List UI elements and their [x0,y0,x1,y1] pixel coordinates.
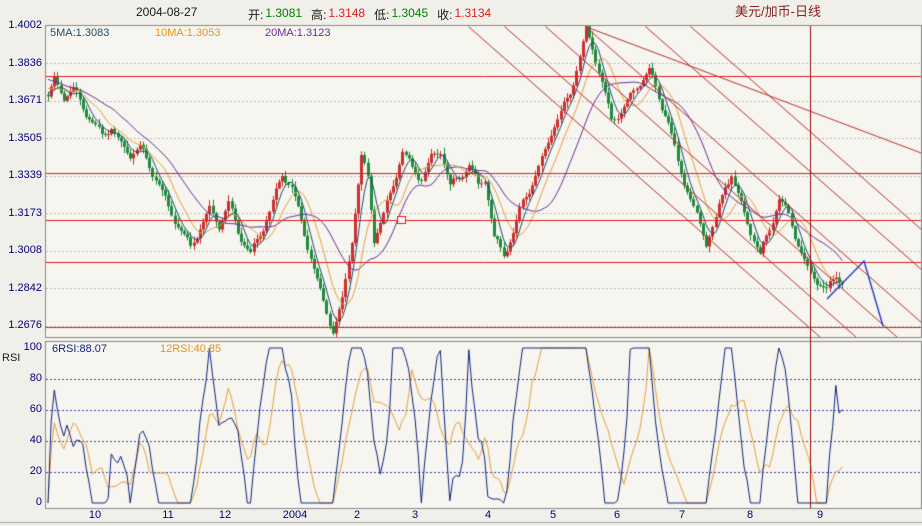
x-tick: 3 [411,509,419,521]
close-label: 收: [437,8,453,22]
x-tick: 11 [162,509,174,521]
high-label: 高: [311,8,327,22]
high-readout: 高: 1.3148 [311,6,365,23]
open-readout: 开: 1.3081 [248,6,302,23]
price-tick: 1.3671 [8,94,42,106]
high-value: 1.3148 [328,6,366,20]
low-readout: 低: 1.3045 [374,6,428,23]
ma5-label: 5MA:1.3083 [50,27,110,39]
price-tick: 1.3836 [8,57,42,69]
open-value: 1.3081 [265,6,303,20]
x-tick: 2004 [282,509,308,521]
open-label: 开: [248,8,264,22]
x-tick: 10 [88,509,102,521]
rsi-tick: 20 [29,465,42,477]
rsi-tick: 40 [29,434,42,446]
ma20-label: 20MA:1.3123 [265,27,331,39]
rsi12-label: 12RSI:40.85 [160,343,222,355]
rsi-tick: 100 [23,341,42,353]
ohlc-readout: 开: 1.3081 高: 1.3148 低: 1.3045 收: 1.3134 [248,6,491,23]
x-tick: 5 [549,509,557,521]
rsi-tick: 0 [35,496,42,508]
close-value: 1.3134 [454,6,492,20]
price-tick: 1.3008 [8,244,42,256]
close-readout: 收: 1.3134 [437,6,491,23]
instrument-title: 美元/加币-日线 [735,4,821,19]
rsi-tick: 60 [29,403,42,415]
price-tick: 1.4002 [8,19,42,31]
x-tick: 9 [816,509,824,521]
price-tick: 1.3173 [8,207,42,219]
x-tick: 2 [353,509,361,521]
x-tick: 6 [613,509,621,521]
low-value: 1.3045 [391,6,429,20]
x-tick: 7 [678,509,686,521]
price-tick: 1.3505 [8,132,42,144]
price-tick: 1.2842 [8,282,42,294]
price-tick: 1.2676 [8,319,42,331]
rsi6-label: 6RSI:88.07 [52,343,108,355]
x-tick: 4 [484,509,492,521]
x-tick: 12 [218,509,232,521]
ma10-label: 10MA:1.3053 [155,27,221,39]
date-label: 2004-08-27 [136,5,198,19]
low-label: 低: [374,8,390,22]
rsi-tick: 80 [29,372,42,384]
x-tick: 8 [746,509,754,521]
rsi-panel-label: RSI [2,352,21,364]
price-tick: 1.3339 [8,169,42,181]
